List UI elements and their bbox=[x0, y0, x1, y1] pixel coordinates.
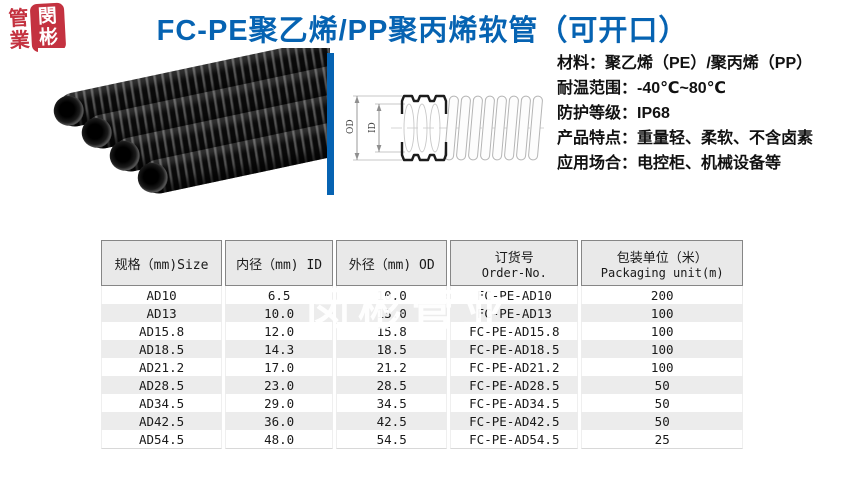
cell-size: AD28.5 bbox=[101, 376, 223, 394]
cell-outer-diameter: 15.8 bbox=[336, 322, 448, 340]
page-title: FC-PE聚乙烯/PP聚丙烯软管（可开口） bbox=[156, 15, 689, 47]
column-header: 规格（mm)Size bbox=[101, 240, 223, 286]
cell-order-no: FC-PE-AD15.8 bbox=[450, 322, 579, 340]
spec-line: 应用场合：电控柜、机械设备等 bbox=[557, 155, 782, 172]
spec-table-container: 规格（mm)Size 内径（mm) ID 外径（mm) OD bbox=[98, 240, 746, 449]
table-row: AD34.5 29.0 34.5 FC-PE-AD34.5 50 bbox=[101, 394, 743, 412]
cell-inner-diameter: 12.0 bbox=[225, 322, 334, 340]
cell-order-no: FC-PE-AD18.5 bbox=[450, 340, 579, 358]
cell-packaging-unit: 50 bbox=[581, 412, 743, 430]
cell-inner-diameter: 14.3 bbox=[225, 340, 334, 358]
cell-inner-diameter: 48.0 bbox=[225, 430, 334, 449]
table-row: AD10 6.5 10.0 FC-PE-AD10 200 bbox=[101, 286, 743, 304]
cell-packaging-unit: 100 bbox=[581, 340, 743, 358]
spec-table: 规格（mm)Size 内径（mm) ID 外径（mm) OD bbox=[98, 240, 746, 449]
spec-line: 产品特点：重量轻、柔软、不含卤素 bbox=[557, 130, 814, 147]
cell-outer-diameter: 28.5 bbox=[336, 376, 448, 394]
table-header-row: 规格（mm)Size 内径（mm) ID 外径（mm) OD bbox=[101, 240, 743, 286]
table-row: AD21.2 17.0 21.2 FC-PE-AD21.2 100 bbox=[101, 358, 743, 376]
cell-inner-diameter: 10.0 bbox=[225, 304, 334, 322]
cell-order-no: FC-PE-AD42.5 bbox=[450, 412, 579, 430]
table-row: AD42.5 36.0 42.5 FC-PE-AD42.5 50 bbox=[101, 412, 743, 430]
cell-outer-diameter: 54.5 bbox=[336, 430, 448, 449]
cell-inner-diameter: 29.0 bbox=[225, 394, 334, 412]
cell-outer-diameter: 13.0 bbox=[336, 304, 448, 322]
cell-outer-diameter: 10.0 bbox=[336, 286, 448, 304]
cell-size: AD13 bbox=[101, 304, 223, 322]
cell-size: AD15.8 bbox=[101, 322, 223, 340]
cell-outer-diameter: 21.2 bbox=[336, 358, 448, 376]
cell-packaging-unit: 25 bbox=[581, 430, 743, 449]
cell-order-no: FC-PE-AD34.5 bbox=[450, 394, 579, 412]
cell-inner-diameter: 36.0 bbox=[225, 412, 334, 430]
cell-outer-diameter: 18.5 bbox=[336, 340, 448, 358]
tube-opening bbox=[50, 92, 87, 129]
cell-packaging-unit: 100 bbox=[581, 322, 743, 340]
cell-inner-diameter: 17.0 bbox=[225, 358, 334, 376]
cell-packaging-unit: 50 bbox=[581, 376, 743, 394]
od-dimension-label: OD bbox=[346, 119, 356, 134]
cell-size: AD21.2 bbox=[101, 358, 223, 376]
table-row: AD28.5 23.0 28.5 FC-PE-AD28.5 50 bbox=[101, 376, 743, 394]
spec-list: 材料：聚乙烯（PE）/聚丙烯（PP） 耐温范围：-40℃~80℃ 防护等级：IP… bbox=[557, 51, 842, 176]
table-row: AD54.5 48.0 54.5 FC-PE-AD54.5 25 bbox=[101, 430, 743, 449]
cell-inner-diameter: 6.5 bbox=[225, 286, 334, 304]
column-header: 外径（mm) OD bbox=[336, 240, 448, 286]
column-header: 订货号 Order-No. bbox=[450, 240, 579, 286]
spec-line: 防护等级：IP68 bbox=[557, 105, 670, 122]
table-row: AD15.8 12.0 15.8 FC-PE-AD15.8 100 bbox=[101, 322, 743, 340]
id-dimension-label: ID bbox=[368, 122, 378, 133]
cell-order-no: FC-PE-AD10 bbox=[450, 286, 579, 304]
cell-order-no: FC-PE-AD13 bbox=[450, 304, 579, 322]
cell-size: AD10 bbox=[101, 286, 223, 304]
cell-order-no: FC-PE-AD21.2 bbox=[450, 358, 579, 376]
column-header: 包装单位（米） Packaging unit(m) bbox=[581, 240, 743, 286]
cell-packaging-unit: 50 bbox=[581, 394, 743, 412]
cell-outer-diameter: 34.5 bbox=[336, 394, 448, 412]
cell-packaging-unit: 100 bbox=[581, 358, 743, 376]
column-header: 内径（mm) ID bbox=[225, 240, 334, 286]
cell-size: AD18.5 bbox=[101, 340, 223, 358]
product-photo bbox=[38, 48, 330, 200]
cell-size: AD34.5 bbox=[101, 394, 223, 412]
table-row: AD13 10.0 13.0 FC-PE-AD13 100 bbox=[101, 304, 743, 322]
cell-packaging-unit: 100 bbox=[581, 304, 743, 322]
cell-order-no: FC-PE-AD54.5 bbox=[450, 430, 579, 449]
cell-size: AD42.5 bbox=[101, 412, 223, 430]
blue-divider-bar bbox=[327, 53, 334, 195]
cell-packaging-unit: 200 bbox=[581, 286, 743, 304]
cell-size: AD54.5 bbox=[101, 430, 223, 449]
spec-line: 材料：聚乙烯（PE）/聚丙烯（PP） bbox=[557, 55, 813, 72]
dimension-drawing: OD ID bbox=[346, 94, 544, 162]
table-row: AD18.5 14.3 18.5 FC-PE-AD18.5 100 bbox=[101, 340, 743, 358]
cell-order-no: FC-PE-AD28.5 bbox=[450, 376, 579, 394]
spec-line: 耐温范围：-40℃~80℃ bbox=[557, 80, 727, 97]
cell-outer-diameter: 42.5 bbox=[336, 412, 448, 430]
cell-inner-diameter: 23.0 bbox=[225, 376, 334, 394]
